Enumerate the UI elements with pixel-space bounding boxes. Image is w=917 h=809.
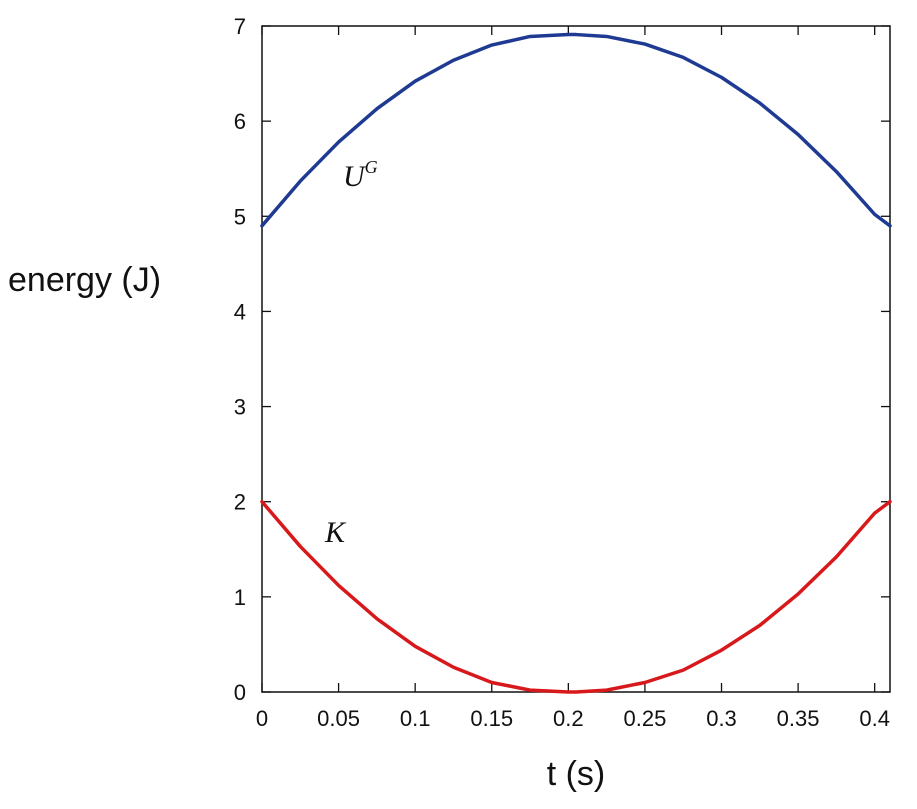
y-axis-title: energy (J) <box>8 261 161 299</box>
series-line-ug <box>260 32 892 228</box>
y-tick-label: 3 <box>234 395 246 420</box>
x-tick-label: 0.25 <box>624 706 667 731</box>
y-tick-label: 1 <box>234 585 246 610</box>
series-label-ug-main: U <box>343 160 367 193</box>
y-tick-labels: 0 1 2 3 4 5 6 7 <box>234 14 246 705</box>
x-tick-label: 0.4 <box>859 706 890 731</box>
x-tick-label: 0.05 <box>317 706 360 731</box>
x-tick-label: 0.2 <box>553 706 584 731</box>
y-tick-label: 4 <box>234 299 246 324</box>
series-label-ug: UG <box>343 157 378 193</box>
y-tick-label: 2 <box>234 490 246 515</box>
x-tick-label: 0.1 <box>400 706 431 731</box>
series-line-k <box>260 499 892 694</box>
x-tick-label: 0.15 <box>470 706 513 731</box>
series-label-k: K <box>324 516 347 549</box>
series-label-ug-sup: G <box>365 157 378 177</box>
y-tick-label: 6 <box>234 109 246 134</box>
y-tick-label: 7 <box>234 14 246 39</box>
x-tick-label: 0.3 <box>706 706 737 731</box>
y-tick-label: 0 <box>234 680 246 705</box>
x-tick-labels: 0 0.05 0.1 0.15 0.2 0.25 0.3 0.35 0.4 <box>256 706 890 731</box>
x-tick-label: 0 <box>256 706 268 731</box>
series-lines <box>260 32 892 694</box>
x-tick-label: 0.35 <box>777 706 820 731</box>
y-tick-label: 5 <box>234 204 246 229</box>
x-axis-title: t (s) <box>547 755 606 793</box>
